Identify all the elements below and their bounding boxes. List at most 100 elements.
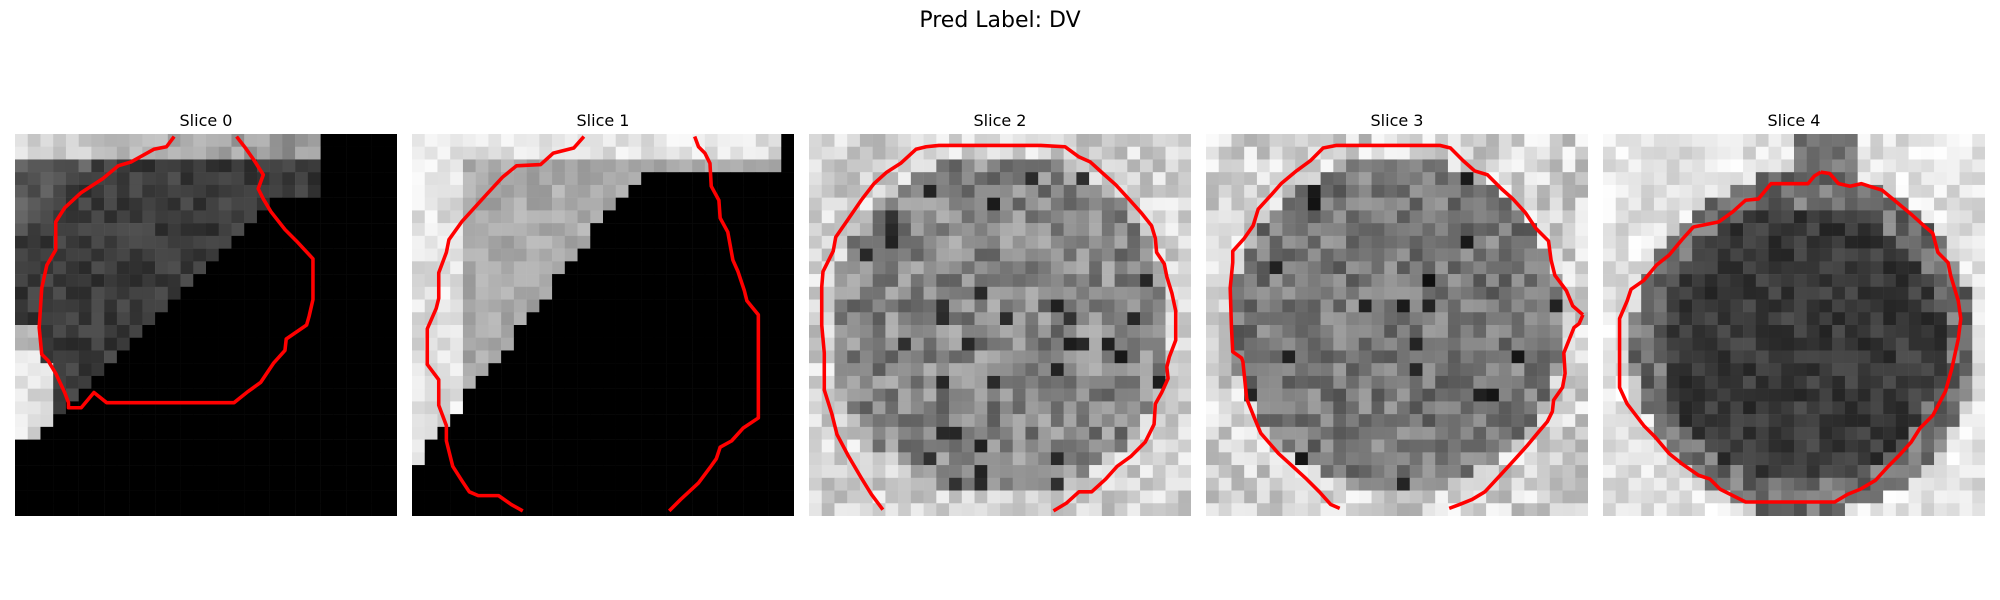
pixel xyxy=(1679,248,1693,262)
pixel xyxy=(666,401,680,415)
pixel xyxy=(27,274,41,288)
pixel xyxy=(1231,490,1245,504)
grayscale-pixels xyxy=(412,134,794,516)
pixel xyxy=(859,210,873,224)
pixel xyxy=(78,363,92,377)
pixel xyxy=(320,375,334,389)
pixel xyxy=(781,235,794,249)
pixel xyxy=(1562,388,1576,402)
pixel xyxy=(1511,439,1525,453)
pixel xyxy=(269,350,283,364)
pixel xyxy=(513,414,527,428)
pixel xyxy=(821,235,835,249)
pixel xyxy=(333,503,347,516)
pixel xyxy=(539,401,553,415)
pixel xyxy=(603,388,616,402)
pixel xyxy=(1282,477,1296,491)
pixel xyxy=(641,325,655,338)
pixel xyxy=(1397,439,1410,453)
pixel xyxy=(1768,325,1782,338)
slice-panel-2: Slice 2 xyxy=(809,108,1191,516)
pixel xyxy=(1730,248,1744,262)
pixel xyxy=(936,375,950,389)
pixel xyxy=(307,210,321,224)
pixel xyxy=(872,235,886,249)
pixel xyxy=(679,184,693,198)
pixel xyxy=(371,134,385,147)
pixel xyxy=(1358,312,1372,326)
pixel xyxy=(1114,248,1128,262)
pixel xyxy=(462,184,476,198)
pixel xyxy=(949,375,963,389)
pixel xyxy=(859,363,873,377)
pixel xyxy=(1269,503,1283,516)
pixel xyxy=(1895,477,1909,491)
pixel xyxy=(1768,299,1782,313)
pixel xyxy=(1012,401,1026,415)
pixel xyxy=(1473,325,1487,338)
pixel xyxy=(603,465,616,479)
pixel xyxy=(206,286,219,300)
pixel xyxy=(1832,197,1846,211)
pixel xyxy=(679,248,693,262)
pixel xyxy=(1768,337,1782,351)
pixel xyxy=(40,350,54,364)
pixel xyxy=(1844,477,1858,491)
pixel xyxy=(155,134,169,147)
pixel xyxy=(1819,286,1833,300)
pixel xyxy=(1946,146,1960,160)
pixel xyxy=(244,184,258,198)
slice-title-0: Slice 0 xyxy=(179,111,233,130)
pixel xyxy=(781,452,794,466)
pixel xyxy=(564,375,578,389)
pixel xyxy=(1282,274,1296,288)
pixel xyxy=(256,350,270,364)
pixel xyxy=(1218,325,1232,338)
pixel xyxy=(1832,375,1846,389)
pixel xyxy=(1460,465,1474,479)
pixel xyxy=(1012,286,1026,300)
pixel xyxy=(488,414,502,428)
pixel xyxy=(1231,210,1245,224)
pixel xyxy=(666,325,680,338)
pixel xyxy=(1743,248,1757,262)
pixel xyxy=(501,197,515,211)
pixel xyxy=(1934,363,1948,377)
pixel xyxy=(307,363,321,377)
pixel xyxy=(1819,312,1833,326)
pixel xyxy=(1152,274,1166,288)
pixel xyxy=(116,363,130,377)
pixel xyxy=(129,172,143,186)
pixel xyxy=(206,465,219,479)
pixel xyxy=(1000,223,1013,237)
pixel xyxy=(1870,299,1884,313)
pixel xyxy=(1295,172,1309,186)
pixel xyxy=(1972,490,1985,504)
pixel xyxy=(1025,235,1039,249)
pixel xyxy=(641,477,655,491)
pixel xyxy=(513,146,527,160)
pixel xyxy=(1641,363,1655,377)
pixel xyxy=(180,146,194,160)
pixel xyxy=(1704,146,1718,160)
pixel xyxy=(730,134,744,147)
pixel xyxy=(1692,325,1706,338)
pixel xyxy=(1679,477,1693,491)
pixel xyxy=(475,286,489,300)
pixel xyxy=(1473,439,1487,453)
pixel xyxy=(1511,210,1525,224)
pixel xyxy=(1244,197,1258,211)
pixel xyxy=(231,312,245,326)
pixel xyxy=(577,248,591,262)
pixel xyxy=(1498,426,1512,440)
pixel xyxy=(1422,363,1436,377)
pixel xyxy=(847,490,861,504)
pixel xyxy=(847,439,861,453)
pixel xyxy=(743,426,757,440)
pixel xyxy=(1844,172,1858,186)
pixel xyxy=(1307,235,1321,249)
pixel xyxy=(603,197,616,211)
pixel xyxy=(1498,248,1512,262)
pixel xyxy=(1603,248,1616,262)
pixel xyxy=(1679,274,1693,288)
